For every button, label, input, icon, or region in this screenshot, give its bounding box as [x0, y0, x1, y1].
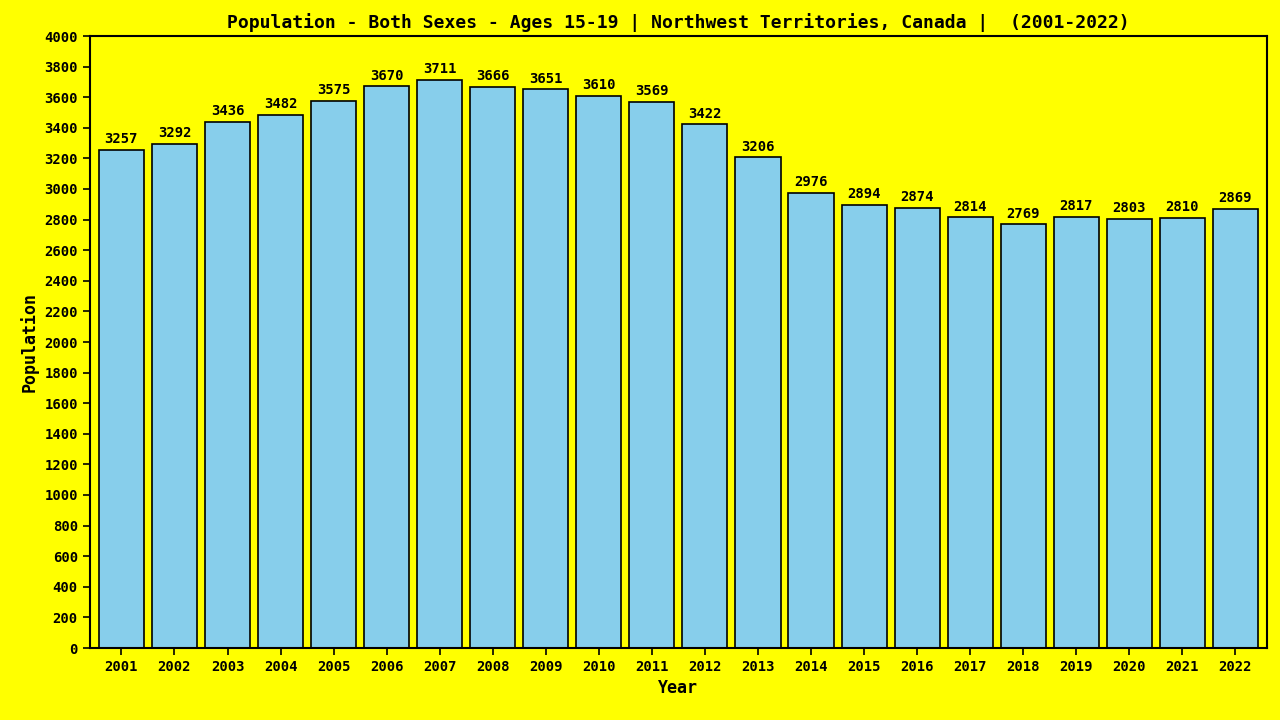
Text: 3292: 3292 [157, 127, 191, 140]
Bar [259, 115, 303, 648]
Bar [364, 86, 410, 648]
Bar [947, 217, 993, 648]
Bar [1213, 209, 1258, 648]
Bar [1160, 218, 1204, 648]
Bar [576, 96, 621, 648]
Text: 2976: 2976 [795, 175, 828, 189]
Text: 3206: 3206 [741, 140, 774, 153]
Bar [841, 205, 887, 648]
Text: 3436: 3436 [211, 104, 244, 119]
Text: 2803: 2803 [1112, 202, 1146, 215]
Text: 3482: 3482 [264, 97, 297, 112]
Text: 2814: 2814 [954, 199, 987, 214]
Text: 2869: 2869 [1219, 192, 1252, 205]
Bar [311, 101, 356, 648]
Text: 3569: 3569 [635, 84, 668, 98]
Text: 3711: 3711 [422, 63, 457, 76]
Bar [524, 89, 568, 648]
Text: 3670: 3670 [370, 68, 403, 83]
Text: 3575: 3575 [317, 84, 351, 97]
Bar [630, 102, 675, 648]
Bar [736, 158, 781, 648]
Bar [1107, 219, 1152, 648]
Bar [895, 208, 940, 648]
Text: 3610: 3610 [582, 78, 616, 92]
Bar [470, 87, 516, 648]
Bar [788, 193, 833, 648]
Text: 2894: 2894 [847, 187, 881, 202]
Text: 2769: 2769 [1006, 207, 1039, 220]
Bar [205, 122, 250, 648]
Bar [417, 80, 462, 648]
Text: 3422: 3422 [689, 107, 722, 121]
Bar [682, 125, 727, 648]
Text: 3257: 3257 [105, 132, 138, 146]
Y-axis label: Population: Population [19, 292, 38, 392]
Bar [152, 144, 197, 648]
Text: 3651: 3651 [529, 71, 562, 86]
Bar [1053, 217, 1098, 648]
Bar [1001, 225, 1046, 648]
Text: 2810: 2810 [1166, 200, 1199, 215]
Text: 3666: 3666 [476, 69, 509, 84]
Title: Population - Both Sexes - Ages 15-19 | Northwest Territories, Canada |  (2001-20: Population - Both Sexes - Ages 15-19 | N… [227, 13, 1130, 32]
Text: 2817: 2817 [1060, 199, 1093, 213]
Text: 2874: 2874 [900, 191, 934, 204]
X-axis label: Year: Year [658, 680, 699, 698]
Bar [99, 150, 143, 648]
